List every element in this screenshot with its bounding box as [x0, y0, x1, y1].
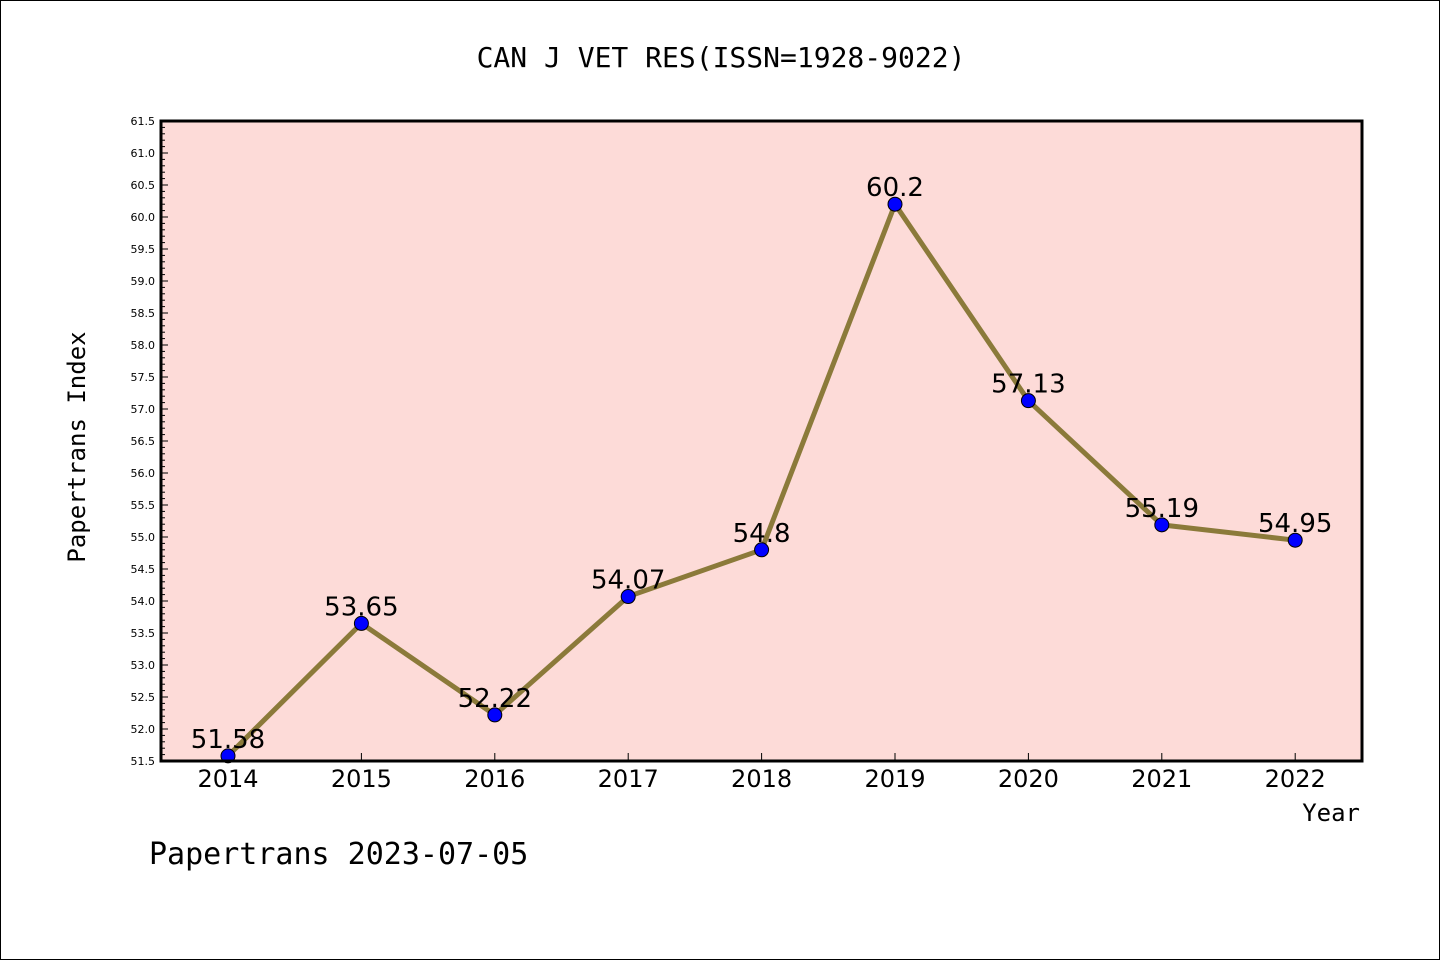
y-tick-label: 58.0 [131, 339, 156, 352]
data-point [620, 589, 636, 605]
x-axis-ticks: 2014 2015 2016 2017 2018 2019 2020 2021 2022 [197, 753, 1326, 793]
chart-title: CAN J VET RES(ISSN=1928-9022) [477, 41, 966, 74]
x-tick-label: 2018 [731, 765, 792, 793]
y-tick-label: 57.5 [131, 371, 156, 384]
y-tick-label: 56.0 [131, 467, 156, 480]
data-labels: 51.58 53.65 52.22 54.07 54.8 60.2 57.13 55.19 54… [191, 173, 1333, 755]
y-tick-label: 61.0 [131, 147, 156, 160]
y-tick-label: 59.0 [131, 275, 156, 288]
data-point [1020, 393, 1036, 409]
data-label: 57.13 [991, 370, 1065, 400]
x-tick-label: 2019 [864, 765, 925, 793]
y-tick-label: 53.0 [131, 659, 156, 672]
footer-text: Papertrans 2023-07-05 [149, 837, 528, 872]
y-tick-label: 55.5 [131, 499, 156, 512]
data-point [487, 707, 503, 723]
y-tick-label: 53.5 [131, 627, 156, 640]
y-tick-label: 60.5 [131, 179, 156, 192]
data-label: 54.8 [733, 519, 791, 549]
data-point [220, 748, 236, 764]
y-tick-label: 58.5 [131, 307, 156, 320]
data-point [1287, 532, 1303, 548]
data-label: 55.19 [1125, 494, 1199, 524]
y-tick-label: 60.0 [131, 211, 156, 224]
data-point [353, 615, 369, 631]
y-tick-label: 59.5 [131, 243, 156, 256]
x-tick-label: 2021 [1131, 765, 1192, 793]
plot-area [161, 121, 1362, 761]
y-tick-label: 55.0 [131, 531, 156, 544]
data-label: 54.07 [591, 566, 665, 596]
y-tick-label: 51.5 [131, 755, 156, 768]
x-tick-label: 2015 [331, 765, 392, 793]
data-point [754, 542, 770, 558]
y-tick-label: 61.5 [131, 115, 156, 128]
x-axis-label: Year [1302, 799, 1360, 827]
series-markers [220, 196, 1303, 764]
x-tick-label: 2014 [197, 765, 258, 793]
y-tick-label: 56.5 [131, 435, 156, 448]
x-tick-label: 2020 [998, 765, 1059, 793]
data-label: 51.58 [191, 725, 265, 755]
y-axis-ticks: 51.5 52.0 52.5 53.0 53.5 54.0 54.5 55.0 55.5 56.0… [131, 115, 168, 768]
data-point [887, 196, 903, 212]
data-label: 53.65 [324, 592, 398, 622]
y-tick-label: 52.5 [131, 691, 156, 704]
x-tick-label: 2022 [1265, 765, 1326, 793]
plot-border [159, 119, 1364, 763]
y-tick-label: 54.5 [131, 563, 156, 576]
x-tick-label: 2017 [598, 765, 659, 793]
data-point [1154, 517, 1170, 533]
y-tick-label: 52.0 [131, 723, 156, 736]
data-label: 54.95 [1258, 509, 1332, 539]
x-tick-label: 2016 [464, 765, 525, 793]
y-axis-label: Papertrans Index [63, 331, 91, 562]
y-tick-label: 54.0 [131, 595, 156, 608]
data-label: 60.2 [866, 173, 924, 203]
y-tick-label: 57.0 [131, 403, 156, 416]
data-label: 52.22 [458, 684, 532, 714]
